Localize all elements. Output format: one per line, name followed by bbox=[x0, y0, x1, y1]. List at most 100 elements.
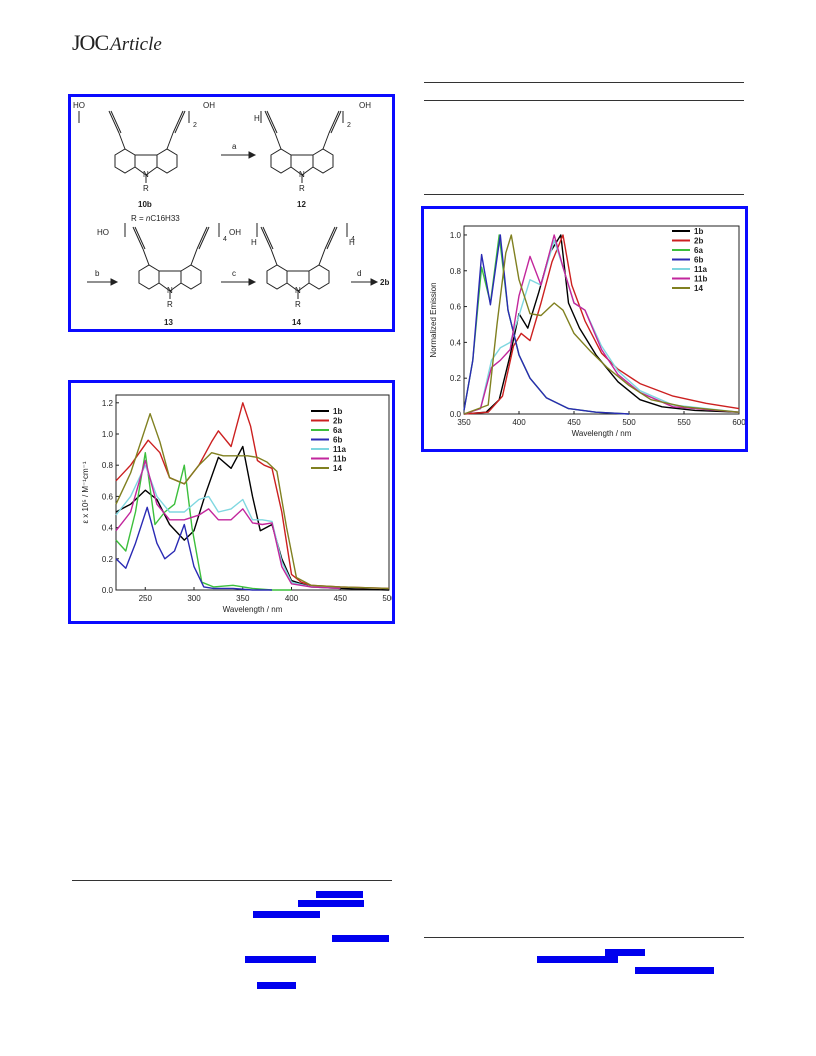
nitrogen-label: N bbox=[299, 170, 305, 179]
compound-label: 12 bbox=[297, 200, 306, 209]
carbazole-12 bbox=[264, 110, 342, 183]
carbazole-10b bbox=[108, 110, 186, 183]
legend-label: 1b bbox=[694, 227, 703, 236]
y-tick-label: 1.0 bbox=[102, 430, 114, 439]
y-tick-label: 1.0 bbox=[450, 231, 462, 240]
subscript-4: 4 bbox=[223, 236, 227, 243]
reference-link[interactable] bbox=[537, 956, 618, 963]
hydroxyl-label: OH bbox=[229, 228, 241, 237]
x-axis-label: Wavelength / nm bbox=[572, 429, 632, 438]
reference-link[interactable] bbox=[332, 935, 389, 942]
carbazole-13 bbox=[132, 226, 210, 299]
r-group-definition: R = nC16H33 bbox=[131, 214, 180, 223]
compound-label: 13 bbox=[164, 318, 173, 327]
series-line-14 bbox=[463, 234, 740, 415]
reagent-d: d bbox=[357, 269, 361, 278]
series-line-11b bbox=[463, 234, 740, 415]
footnote-rule bbox=[72, 880, 392, 881]
plot-frame bbox=[463, 225, 740, 415]
journal-header: JOC Article bbox=[72, 30, 162, 56]
absorption-chart-svg: 250 300 350 400 450 500 0.0 0.2 0.4 0.6 0.8 1.0 1.2 W… bbox=[81, 394, 396, 614]
legend-label: 6b bbox=[694, 256, 703, 265]
hydrogen-label: H bbox=[349, 238, 355, 247]
legend-label: 11b bbox=[694, 275, 707, 284]
y-tick-label: 0.2 bbox=[102, 555, 114, 564]
legend-label: 14 bbox=[694, 284, 703, 293]
x-tick-label: 500 bbox=[622, 418, 636, 427]
legend-label: 1b bbox=[333, 407, 342, 416]
r-label: R bbox=[167, 300, 173, 309]
reference-link[interactable] bbox=[257, 982, 296, 989]
subscript-4: 4 bbox=[351, 236, 355, 243]
table-rule bbox=[424, 100, 744, 101]
r-label: R bbox=[143, 184, 149, 193]
x-tick-label: 600 bbox=[732, 418, 745, 427]
table-rule bbox=[424, 194, 744, 195]
carbazole-14 bbox=[260, 226, 338, 299]
reference-link[interactable] bbox=[316, 891, 363, 898]
subscript-2: 2 bbox=[193, 122, 197, 129]
subscript-2: 2 bbox=[347, 122, 351, 129]
x-axis-label: Wavelength / nm bbox=[223, 605, 283, 614]
y-tick-label: 0.0 bbox=[450, 410, 462, 419]
synthesis-scheme: HO OH H OH HO OH H H N N N N R R R R 2 2… bbox=[68, 94, 395, 332]
y-tick-label: 0.0 bbox=[102, 586, 114, 595]
series-line-11a bbox=[463, 239, 740, 415]
legend-label: 11b bbox=[333, 455, 346, 464]
y-tick-label: 0.4 bbox=[450, 338, 462, 347]
reference-link[interactable] bbox=[605, 949, 645, 956]
x-tick-label: 450 bbox=[334, 594, 348, 603]
hydrogen-label: H bbox=[254, 114, 260, 123]
series-line-6b bbox=[115, 506, 272, 591]
journal-name: JOC bbox=[72, 30, 109, 55]
reference-link[interactable] bbox=[253, 911, 320, 918]
legend-label: 11a bbox=[333, 445, 346, 454]
series-line-2b bbox=[463, 234, 740, 415]
y-tick-label: 0.6 bbox=[450, 303, 462, 312]
x-tick-label: 250 bbox=[139, 594, 153, 603]
x-tick-label: 450 bbox=[567, 418, 581, 427]
footnote-rule bbox=[424, 937, 744, 938]
series-line-1b bbox=[463, 234, 740, 415]
x-tick-label: 350 bbox=[457, 418, 471, 427]
scheme-drawing: HO OH H OH HO OH H H N N N N R R R R 2 2… bbox=[73, 101, 389, 327]
hydroxyl-label: OH bbox=[203, 101, 215, 110]
y-tick-label: 1.2 bbox=[102, 399, 114, 408]
series-line-14 bbox=[115, 413, 390, 590]
legend-label: 11a bbox=[694, 265, 707, 274]
x-tick-label: 350 bbox=[236, 594, 250, 603]
legend-label: 2b bbox=[333, 417, 342, 426]
reference-link[interactable] bbox=[635, 967, 714, 974]
reference-link[interactable] bbox=[298, 900, 364, 907]
legend-label: 6a bbox=[333, 426, 342, 435]
legend-label: 6b bbox=[333, 436, 342, 445]
emission-chart: 350 400 450 500 550 600 0.0 0.2 0.4 0.6 0.8 1.0 Wave… bbox=[421, 206, 748, 452]
x-tick-label: 400 bbox=[512, 418, 526, 427]
legend-label: 2b bbox=[694, 237, 703, 246]
x-tick-label: 500 bbox=[382, 594, 392, 603]
y-axis-label: ε x 10⁵ / M⁻¹cm⁻¹ bbox=[81, 461, 90, 523]
hydrogen-label: H bbox=[251, 238, 257, 247]
hydroxyl-label: HO bbox=[97, 228, 109, 237]
emission-chart-svg: 350 400 450 500 550 600 0.0 0.2 0.4 0.6 0.8 1.0 Wave… bbox=[429, 225, 746, 438]
table-rule bbox=[424, 82, 744, 83]
x-tick-label: 400 bbox=[285, 594, 299, 603]
compound-label: 10b bbox=[138, 200, 152, 209]
compound-label: 2b bbox=[380, 278, 389, 287]
series-line-6a bbox=[115, 451, 292, 591]
nitrogen-label: N bbox=[167, 286, 173, 295]
y-tick-label: 0.6 bbox=[102, 492, 114, 501]
legend-label: 6a bbox=[694, 246, 703, 255]
reagent-a: a bbox=[232, 142, 237, 151]
y-tick-label: 0.4 bbox=[102, 524, 114, 533]
nitrogen-label: N bbox=[295, 286, 301, 295]
series-line-11b bbox=[115, 459, 341, 590]
compound-label: 14 bbox=[292, 318, 301, 327]
reference-link[interactable] bbox=[245, 956, 316, 963]
y-tick-label: 0.8 bbox=[450, 267, 462, 276]
absorption-chart: 250 300 350 400 450 500 0.0 0.2 0.4 0.6 0.8 1.0 1.2 W… bbox=[68, 380, 396, 624]
series-line-2b bbox=[115, 402, 390, 590]
x-tick-label: 300 bbox=[187, 594, 201, 603]
y-axis-label: Normalized Emission bbox=[429, 282, 438, 357]
r-label: R bbox=[299, 184, 305, 193]
